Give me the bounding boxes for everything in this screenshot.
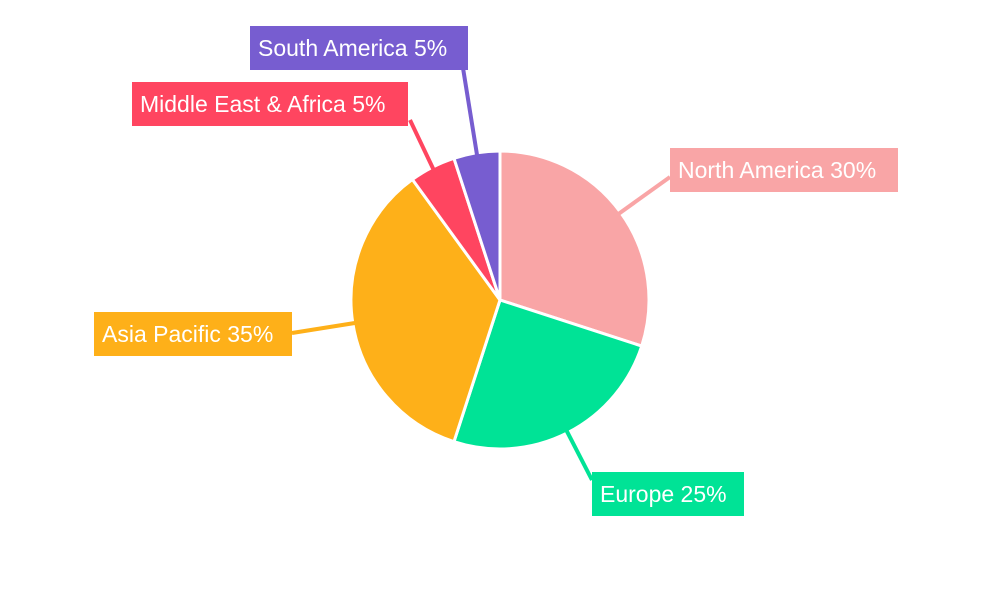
leader-line (564, 430, 594, 481)
label-asia-pacific: Asia Pacific 35% (94, 312, 292, 356)
leader-line (617, 175, 672, 216)
label-south-america: South America 5% (250, 26, 468, 70)
label-europe: Europe 25% (592, 472, 744, 516)
label-middle-east-africa: Middle East & Africa 5% (132, 82, 408, 126)
label-north-america: North America 30% (670, 148, 898, 192)
leader-line (461, 67, 479, 156)
leader-line (291, 321, 356, 335)
leader-line (408, 119, 436, 170)
